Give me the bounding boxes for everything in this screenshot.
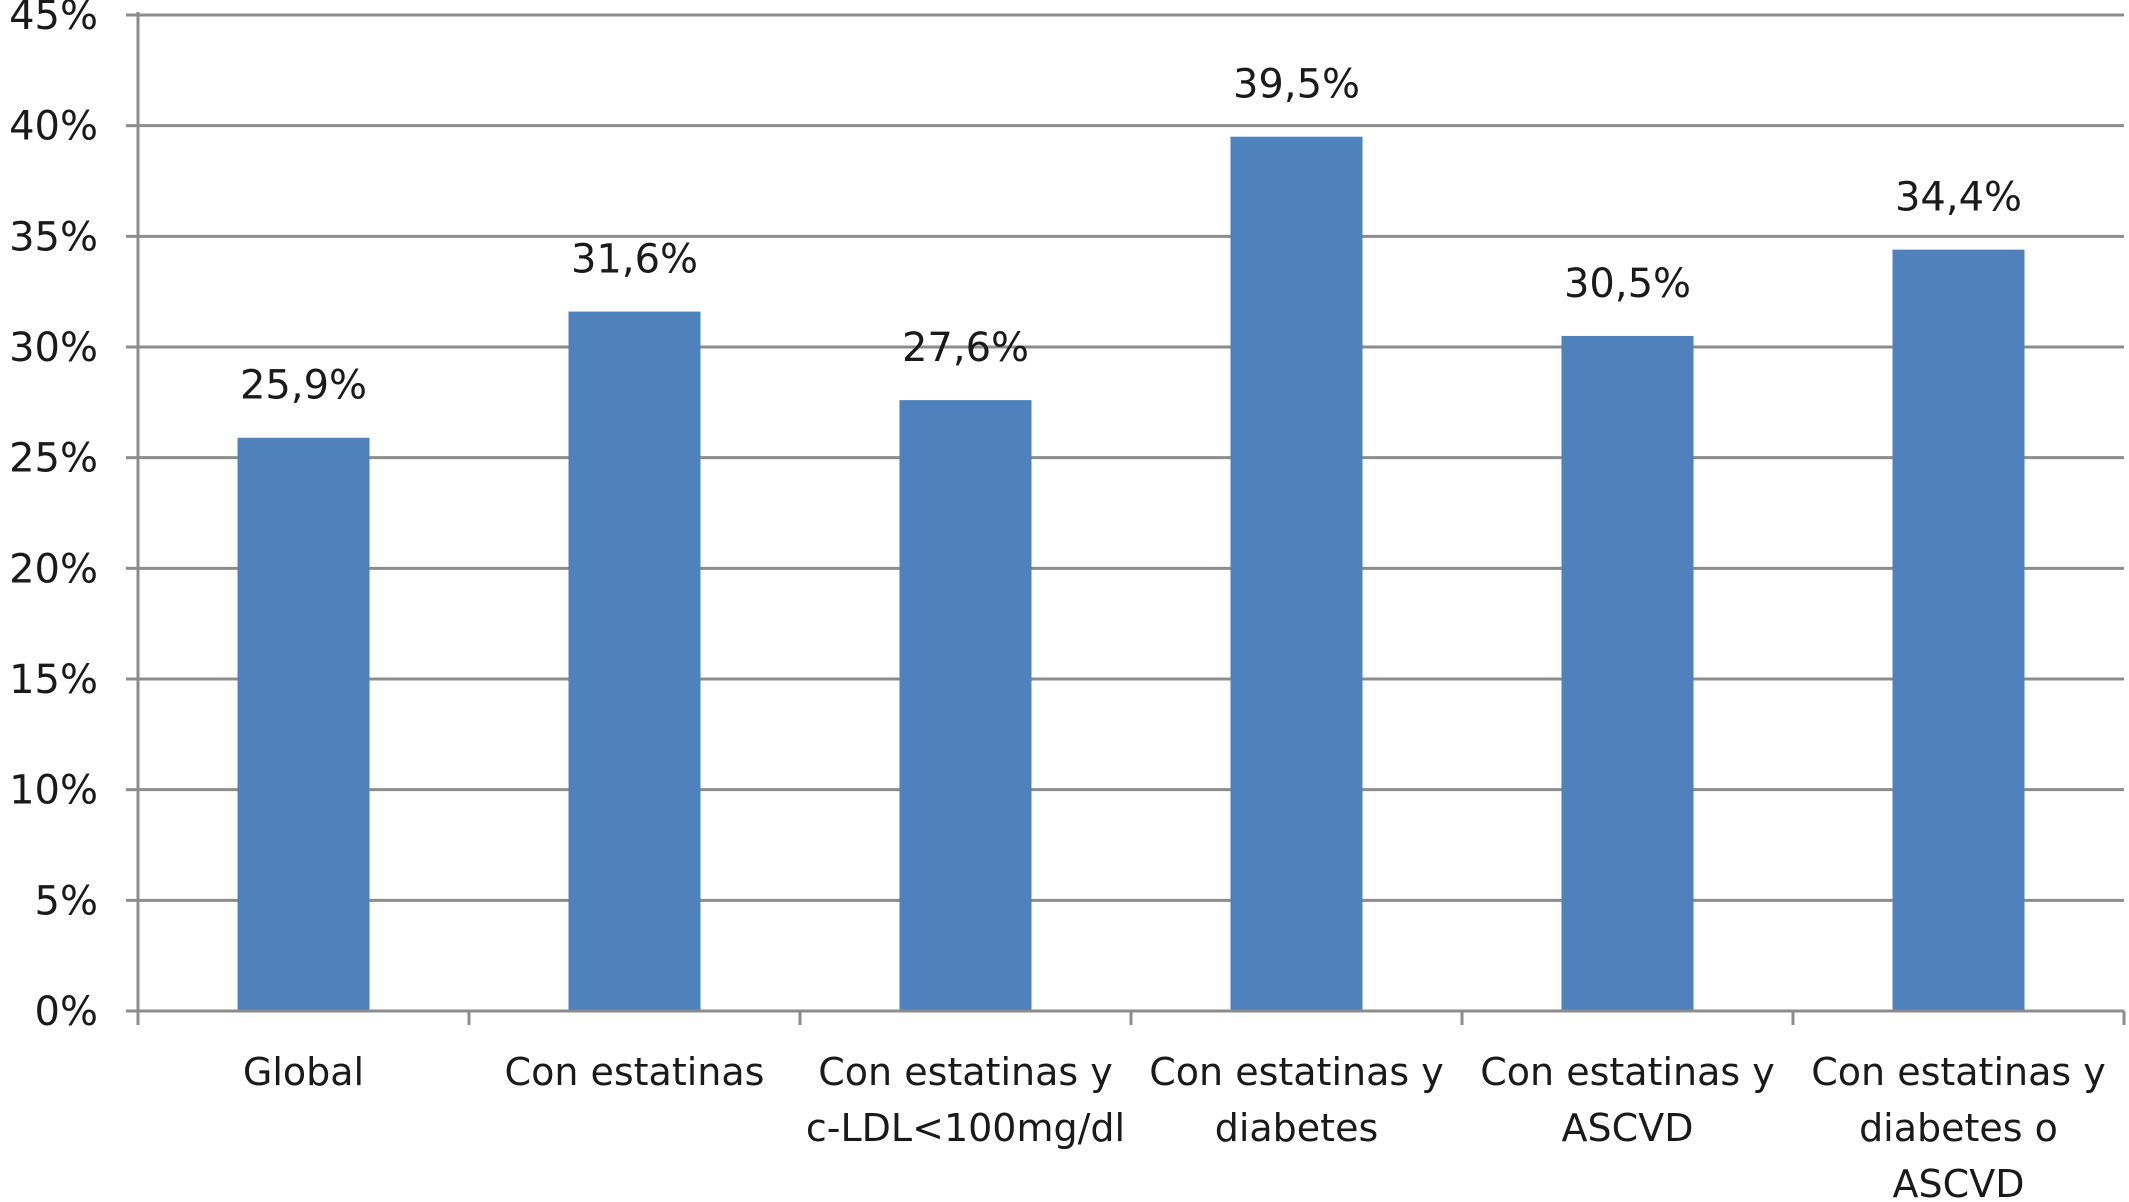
y-tick-label: 45% bbox=[9, 0, 98, 39]
bar bbox=[237, 437, 370, 1011]
x-tick-label-line: diabetes bbox=[1215, 1106, 1379, 1150]
data-label: 25,9% bbox=[240, 363, 367, 409]
x-tick-label-line: ASCVD bbox=[1893, 1162, 2025, 1202]
data-label: 30,5% bbox=[1564, 261, 1691, 307]
y-tick-label: 5% bbox=[35, 878, 98, 924]
bar bbox=[1561, 335, 1694, 1011]
x-tick-label: Global bbox=[243, 1050, 364, 1094]
y-tick-label: 30% bbox=[9, 325, 98, 371]
data-label: 34,4% bbox=[1895, 175, 2022, 221]
y-tick-label: 35% bbox=[9, 214, 98, 260]
y-tick-label: 10% bbox=[9, 768, 98, 814]
x-tick-label-line: Con estatinas bbox=[505, 1050, 765, 1094]
grid-lines bbox=[138, 13, 2124, 902]
x-tick-label: Con estatinas bbox=[505, 1050, 765, 1094]
y-tick-labels: 0% 5% 10% 15% 20% 25% 30% 35% 40% 45% bbox=[9, 0, 98, 1035]
y-tick-label: 15% bbox=[9, 657, 98, 703]
x-tick-label-line: Con estatinas y bbox=[1811, 1050, 2106, 1094]
data-label: 27,6% bbox=[902, 325, 1029, 371]
bar bbox=[568, 311, 701, 1011]
x-tick-label-line: Con estatinas y bbox=[818, 1050, 1113, 1094]
x-tick-label-line: ASCVD bbox=[1562, 1106, 1694, 1150]
x-tick-label-line: Con estatinas y bbox=[1149, 1050, 1444, 1094]
x-tick-label-line: c-LDL<100mg/dl bbox=[806, 1106, 1125, 1150]
x-tick-label: Con estatinas y c-LDL<100mg/dl bbox=[806, 1050, 1125, 1150]
x-tick-label-line: diabetes o bbox=[1859, 1106, 2058, 1150]
bar bbox=[1892, 249, 2025, 1011]
y-tick-label: 25% bbox=[9, 436, 98, 482]
data-label: 31,6% bbox=[571, 237, 698, 283]
data-label: 39,5% bbox=[1233, 62, 1360, 108]
axes bbox=[126, 12, 2126, 1025]
x-tick-label: Con estatinas y ASCVD bbox=[1480, 1050, 1775, 1150]
bars bbox=[237, 136, 2025, 1011]
y-tick-label: 0% bbox=[35, 989, 98, 1035]
bar bbox=[1230, 136, 1363, 1011]
x-tick-label-line: Con estatinas y bbox=[1480, 1050, 1775, 1094]
x-tick-labels: Global Con estatinas Con estatinas y c-LDL<… bbox=[243, 1050, 2106, 1202]
bar bbox=[899, 400, 1032, 1011]
x-tick-label: Con estatinas y diabetes o ASCVD bbox=[1811, 1050, 2106, 1202]
data-labels: 25,9% 31,6% 27,6% 39,5% 30,5% 34,4% bbox=[240, 62, 2022, 409]
x-tick-label-line: Global bbox=[243, 1050, 364, 1094]
x-tick-label: Con estatinas y diabetes bbox=[1149, 1050, 1444, 1150]
y-tick-label: 40% bbox=[9, 104, 98, 150]
y-tick-label: 20% bbox=[9, 546, 98, 592]
